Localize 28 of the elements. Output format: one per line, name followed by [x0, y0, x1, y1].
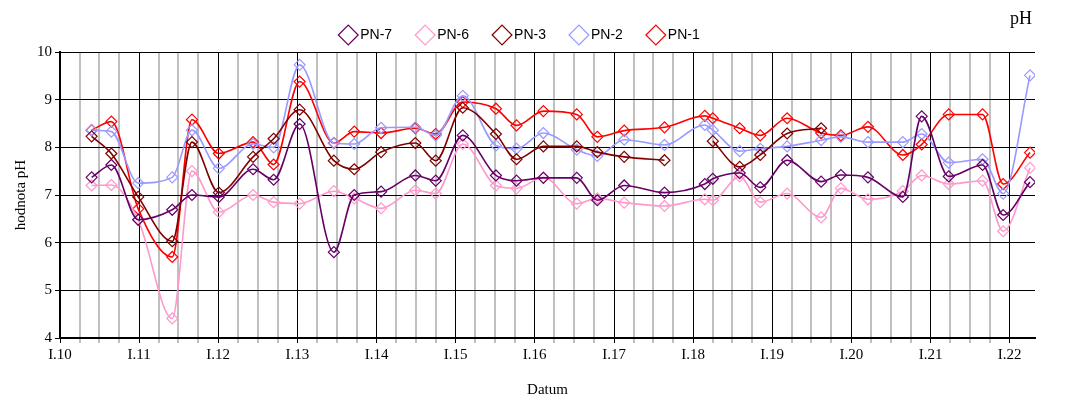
x-tick-label: I.11	[127, 345, 151, 362]
x-tick-label: I.18	[681, 345, 705, 362]
y-tick-label: 4	[44, 328, 53, 345]
x-tick-label: I.15	[443, 345, 468, 362]
y-tick-label: 8	[44, 138, 52, 155]
y-tick-label: 6	[44, 233, 53, 250]
y-tick-label: 5	[44, 281, 52, 298]
chart-title: pH	[1010, 8, 1032, 29]
x-tick-label: I.22	[997, 345, 1022, 362]
y-tick-label: 10	[37, 42, 52, 59]
x-tick-label: I.16	[522, 345, 548, 362]
x-tick-label: I.21	[918, 345, 943, 362]
x-axis-title: Datum	[527, 380, 569, 397]
x-tick-label: I.14	[364, 345, 389, 362]
legend-label: PN-1	[667, 25, 700, 42]
x-tick-label: I.10	[48, 345, 72, 362]
x-tick-label: I.13	[285, 345, 310, 362]
legend-label: PN-2	[590, 25, 624, 42]
x-tick-label: I.20	[839, 345, 864, 362]
x-tick-label: I.19	[760, 345, 785, 362]
legend-label: PN-7	[360, 25, 393, 42]
y-tick-label: 7	[44, 185, 53, 202]
x-tick-label: I.17	[602, 345, 627, 362]
legend-label: PN-3	[514, 25, 547, 42]
y-axis-title: hodnota pH	[11, 159, 28, 231]
y-tick-label: 9	[44, 90, 52, 107]
x-tick-label: I.12	[206, 345, 231, 362]
legend-label: PN-6	[437, 25, 470, 42]
